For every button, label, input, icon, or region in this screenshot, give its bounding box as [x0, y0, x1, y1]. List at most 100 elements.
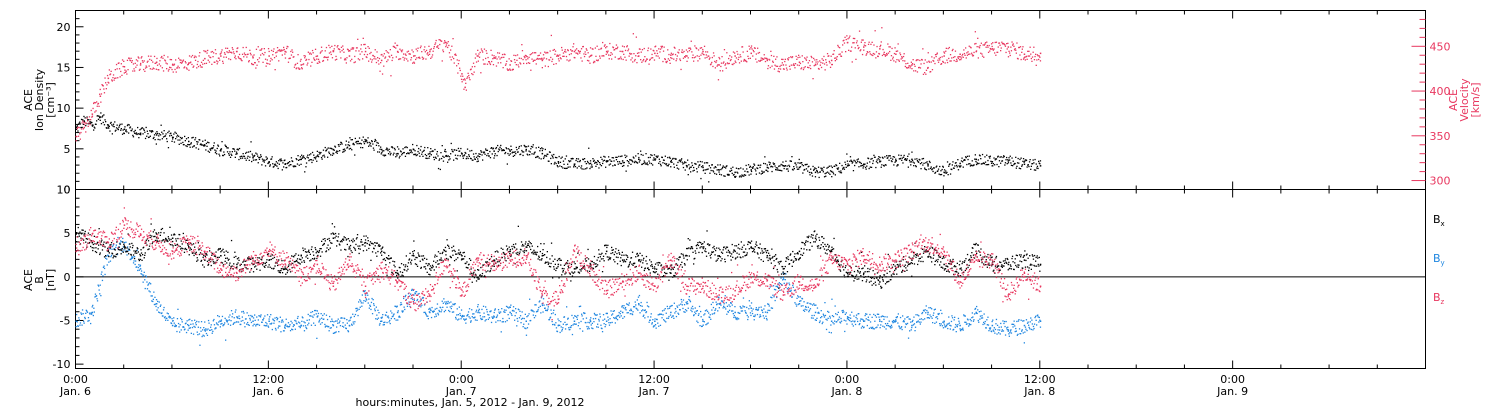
- data-point: [665, 61, 668, 64]
- data-point: [260, 49, 262, 51]
- data-point: [666, 317, 668, 319]
- data-point: [969, 163, 971, 165]
- data-point: [212, 56, 214, 58]
- data-point: [620, 315, 622, 317]
- data-point: [378, 57, 381, 60]
- data-point: [268, 161, 270, 164]
- data-point: [567, 49, 569, 51]
- data-point: [91, 115, 94, 117]
- data-point: [649, 319, 651, 321]
- data-point: [602, 162, 604, 165]
- data-point: [379, 70, 381, 72]
- data-point: [468, 316, 470, 318]
- data-point: [126, 73, 128, 75]
- data-point: [179, 61, 182, 64]
- data-point: [368, 307, 370, 309]
- data-point: [670, 57, 672, 59]
- data-point: [185, 62, 187, 64]
- data-point: [614, 164, 616, 166]
- data-point: [328, 52, 331, 54]
- data-point: [133, 131, 135, 133]
- data-point: [1016, 165, 1018, 167]
- data-point: [980, 158, 982, 160]
- data-point: [696, 168, 698, 170]
- data-point: [327, 59, 329, 61]
- data-point: [520, 57, 522, 60]
- data-point: [343, 148, 346, 150]
- data-point: [677, 51, 679, 53]
- data-point: [730, 302, 732, 304]
- data-point: [687, 307, 689, 309]
- data-point: [754, 314, 756, 316]
- data-point: [627, 165, 629, 167]
- data-point: [644, 309, 646, 311]
- data-point: [341, 317, 343, 319]
- data-point: [1003, 155, 1005, 157]
- data-point: [1007, 160, 1010, 162]
- data-point: [516, 54, 519, 56]
- data-point: [105, 121, 107, 123]
- data-point: [587, 52, 589, 54]
- data-point: [911, 63, 914, 65]
- data-point: [324, 326, 326, 328]
- data-point: [77, 130, 79, 132]
- data-point: [553, 63, 555, 65]
- data-point: [843, 311, 845, 313]
- data-point: [518, 145, 520, 148]
- data-point: [248, 61, 250, 63]
- data-point: [106, 264, 108, 266]
- data-point: [644, 56, 646, 58]
- data-point: [456, 59, 458, 61]
- data-point: [459, 69, 461, 72]
- data-point: [836, 167, 838, 170]
- data-point: [491, 54, 493, 56]
- data-point: [834, 57, 836, 59]
- data-point: [226, 321, 228, 323]
- data-point: [86, 117, 88, 119]
- data-point: [187, 63, 189, 65]
- data-point: [289, 161, 291, 163]
- data-point: [345, 59, 347, 61]
- data-point: [632, 161, 634, 163]
- data-point: [284, 53, 286, 55]
- data-point: [213, 142, 215, 144]
- data-point: [736, 50, 738, 53]
- data-point: [369, 142, 372, 144]
- data-point: [612, 47, 615, 49]
- data-point: [134, 62, 136, 64]
- data-point: [477, 160, 479, 162]
- data-point: [701, 325, 703, 327]
- data-point: [180, 142, 182, 144]
- data-point: [165, 62, 167, 64]
- data-point: [88, 122, 90, 124]
- data-point: [788, 282, 790, 284]
- data-point: [688, 50, 691, 52]
- data-point: [1000, 156, 1002, 158]
- data-point: [671, 316, 673, 318]
- data-point: [170, 59, 173, 61]
- data-point: [313, 58, 315, 61]
- data-point: [372, 147, 375, 149]
- data-point: [925, 69, 928, 71]
- data-point: [885, 54, 887, 56]
- data-point: [525, 327, 527, 330]
- data-point: [232, 51, 235, 53]
- data-point: [446, 155, 448, 158]
- data-point: [506, 319, 508, 322]
- data-point: [126, 254, 128, 256]
- data-point: [715, 166, 717, 169]
- data-point: [916, 71, 919, 73]
- data-point: [400, 151, 402, 153]
- data-point: [869, 161, 871, 163]
- data-point: [938, 173, 940, 175]
- y2-tick-label: 450: [1430, 40, 1451, 53]
- data-point: [102, 275, 104, 277]
- data-point: [251, 62, 253, 65]
- data-point: [921, 158, 923, 160]
- data-point: [1028, 50, 1030, 52]
- data-point: [133, 256, 136, 258]
- data-point: [702, 50, 704, 53]
- data-point: [165, 319, 167, 321]
- data-point: [241, 157, 244, 159]
- data-point: [783, 68, 785, 70]
